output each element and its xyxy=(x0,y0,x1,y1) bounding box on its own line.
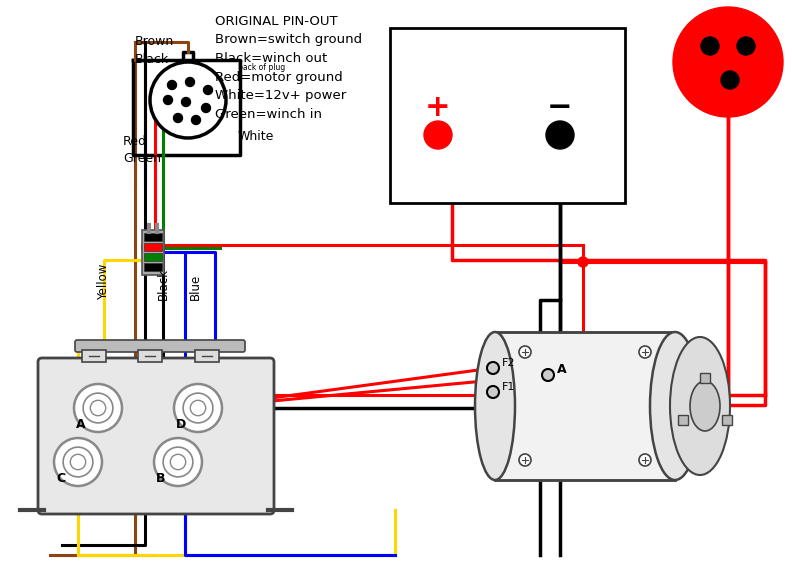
Circle shape xyxy=(154,438,202,486)
Circle shape xyxy=(737,37,755,55)
Ellipse shape xyxy=(650,332,700,480)
Text: F2: F2 xyxy=(502,358,516,368)
Circle shape xyxy=(173,113,183,122)
Text: Yellow: Yellow xyxy=(97,264,110,300)
Circle shape xyxy=(54,438,102,486)
Circle shape xyxy=(203,85,212,95)
Circle shape xyxy=(519,346,531,358)
Text: D: D xyxy=(176,418,186,431)
Text: Green: Green xyxy=(123,152,161,165)
Text: Brown: Brown xyxy=(135,35,174,48)
Bar xyxy=(495,332,675,480)
Text: A: A xyxy=(76,418,85,431)
Circle shape xyxy=(202,104,211,112)
Circle shape xyxy=(542,369,554,381)
Circle shape xyxy=(181,98,191,106)
Circle shape xyxy=(639,346,651,358)
Circle shape xyxy=(185,77,195,87)
Text: −: − xyxy=(547,92,573,122)
FancyBboxPatch shape xyxy=(38,358,274,514)
Circle shape xyxy=(487,362,499,374)
Bar xyxy=(82,350,106,362)
Text: F1: F1 xyxy=(502,382,516,392)
Bar xyxy=(138,350,162,362)
Circle shape xyxy=(519,454,531,466)
Text: +: + xyxy=(425,92,451,122)
Bar xyxy=(144,263,162,271)
Circle shape xyxy=(174,384,222,432)
Circle shape xyxy=(546,121,574,149)
Ellipse shape xyxy=(690,381,720,431)
Circle shape xyxy=(673,7,783,117)
Circle shape xyxy=(150,62,226,138)
Circle shape xyxy=(701,37,719,55)
Text: back of plug: back of plug xyxy=(238,63,285,71)
Text: A: A xyxy=(557,363,567,376)
Bar xyxy=(144,243,162,251)
Bar xyxy=(721,415,732,425)
Circle shape xyxy=(578,257,588,267)
Bar xyxy=(142,230,164,275)
Ellipse shape xyxy=(475,332,515,480)
Circle shape xyxy=(192,115,200,125)
Bar xyxy=(700,373,710,383)
Bar xyxy=(144,233,162,241)
FancyBboxPatch shape xyxy=(75,340,245,352)
Circle shape xyxy=(424,121,452,149)
Bar xyxy=(390,28,625,203)
Circle shape xyxy=(639,454,651,466)
Ellipse shape xyxy=(670,337,730,475)
Bar xyxy=(678,415,689,425)
Circle shape xyxy=(487,386,499,398)
Circle shape xyxy=(168,81,176,90)
Text: Blue: Blue xyxy=(188,274,202,300)
Bar xyxy=(195,350,219,362)
Text: ORIGINAL PIN-OUT
Brown=switch ground
Black=winch out
Red=motor ground
White=12v+: ORIGINAL PIN-OUT Brown=switch ground Bla… xyxy=(215,15,362,121)
Text: White: White xyxy=(238,130,275,143)
Text: B: B xyxy=(156,472,165,485)
Text: C: C xyxy=(56,472,65,485)
Circle shape xyxy=(164,95,172,105)
Circle shape xyxy=(74,384,122,432)
Text: Black: Black xyxy=(156,268,169,300)
Text: Black: Black xyxy=(135,53,169,66)
Text: Red: Red xyxy=(123,135,147,148)
Circle shape xyxy=(721,71,739,89)
Bar xyxy=(144,253,162,261)
